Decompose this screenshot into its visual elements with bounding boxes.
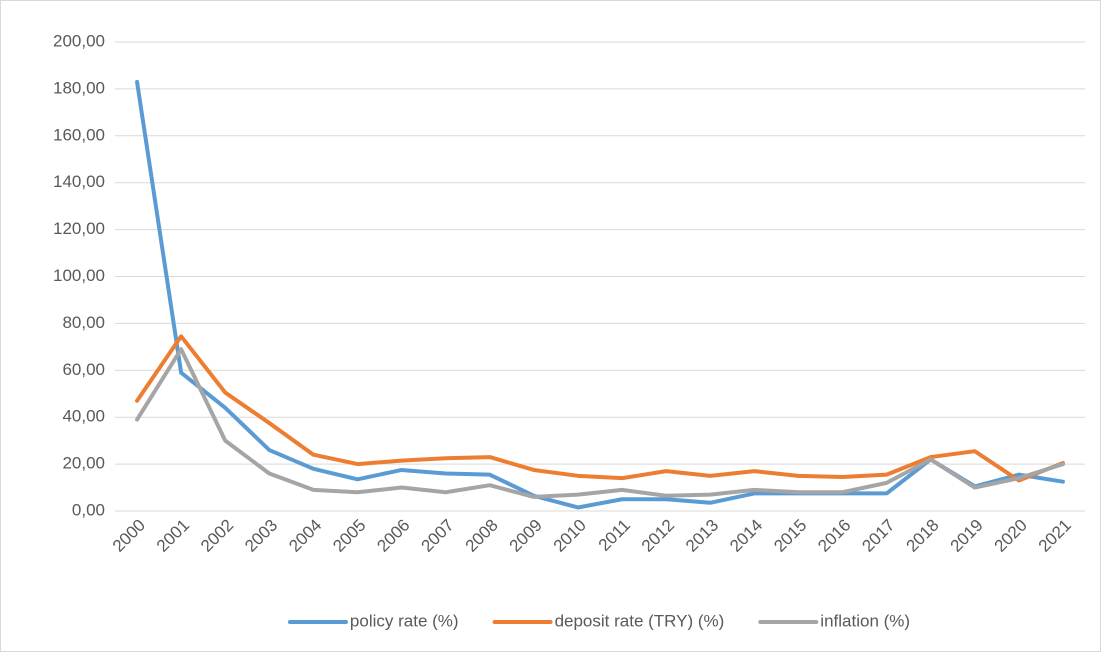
legend-label: inflation (%) <box>820 611 910 630</box>
series-line <box>135 347 1065 499</box>
y-tick-label: 100,00 <box>53 266 105 285</box>
series-line <box>135 334 1065 483</box>
y-tick-label: 80,00 <box>62 313 105 332</box>
y-tick-label: 60,00 <box>62 360 105 379</box>
legend-label: policy rate (%) <box>350 611 459 630</box>
y-tick-label: 180,00 <box>53 78 105 97</box>
legend-label: deposit rate (TRY) (%) <box>555 611 725 630</box>
y-tick-label: 0,00 <box>72 500 105 519</box>
y-tick-label: 40,00 <box>62 407 105 426</box>
y-tick-label: 20,00 <box>62 454 105 473</box>
series-line <box>135 79 1065 510</box>
y-tick-label: 140,00 <box>53 172 105 191</box>
y-tick-label: 200,00 <box>53 31 105 50</box>
y-tick-label: 120,00 <box>53 219 105 238</box>
y-tick-label: 160,00 <box>53 125 105 144</box>
